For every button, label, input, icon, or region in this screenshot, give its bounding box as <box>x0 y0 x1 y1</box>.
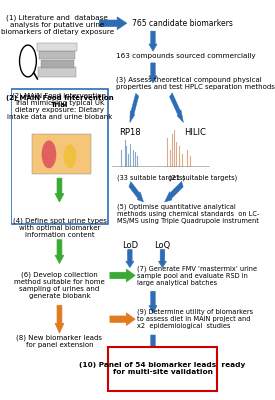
FancyBboxPatch shape <box>108 347 217 391</box>
Polygon shape <box>129 182 144 202</box>
Text: (9) Determine utility of biomarkers
to assess diet in MAIN project and
x2  epide: (9) Determine utility of biomarkers to a… <box>137 309 253 330</box>
Text: (21 suitable targets): (21 suitable targets) <box>169 175 237 182</box>
FancyBboxPatch shape <box>40 51 75 59</box>
Text: (7) Generate FMV ‘mastermix’ urine
sample pool and evaluate RSD in
large analyti: (7) Generate FMV ‘mastermix’ urine sampl… <box>137 265 257 286</box>
Text: HILIC: HILIC <box>185 128 207 137</box>
Circle shape <box>42 140 56 168</box>
Polygon shape <box>110 269 135 282</box>
Text: (5) Optimise quantitative analytical
methods using chemical standards  on LC-
MS: (5) Optimise quantitative analytical met… <box>117 204 260 224</box>
Polygon shape <box>158 250 166 268</box>
Polygon shape <box>149 335 157 357</box>
Text: (6) Develop collection
method suitable for home
sampling of urines and
generate : (6) Develop collection method suitable f… <box>14 272 105 299</box>
Text: 765 candidate biomarkers: 765 candidate biomarkers <box>132 19 233 28</box>
FancyBboxPatch shape <box>32 134 91 174</box>
Text: (33 suitable targets): (33 suitable targets) <box>117 175 185 182</box>
Text: (10) Panel of 54 biomarker leads  ready
for multi-site validation: (10) Panel of 54 biomarker leads ready f… <box>79 362 246 375</box>
Polygon shape <box>149 291 157 313</box>
FancyBboxPatch shape <box>37 44 77 51</box>
Text: 163 compounds sourced commercially: 163 compounds sourced commercially <box>116 53 256 59</box>
Polygon shape <box>55 240 64 264</box>
FancyBboxPatch shape <box>39 67 76 77</box>
Polygon shape <box>99 17 127 30</box>
Text: (1) Literature and  database
analysis for putative urine
biomarkers of dietary e: (1) Literature and database analysis for… <box>1 15 114 36</box>
FancyBboxPatch shape <box>11 89 108 224</box>
Text: (8) New biomarker leads
for panel extension: (8) New biomarker leads for panel extens… <box>16 334 103 348</box>
Text: LoD: LoD <box>122 241 138 250</box>
Text: LoQ: LoQ <box>154 241 170 250</box>
FancyBboxPatch shape <box>40 60 74 68</box>
Polygon shape <box>110 313 135 326</box>
Polygon shape <box>149 63 157 83</box>
Polygon shape <box>164 181 183 202</box>
Polygon shape <box>170 93 183 122</box>
Text: (3) Assess theoretical compound physical
properties and test HPLC separation met: (3) Assess theoretical compound physical… <box>116 76 275 90</box>
Text: (2) MAIN Food Intervention
Trial: (2) MAIN Food Intervention Trial <box>6 95 113 108</box>
Text: (4) Define spot urine types
with optimal biomarker
information content: (4) Define spot urine types with optimal… <box>13 218 106 238</box>
Polygon shape <box>55 305 64 333</box>
Polygon shape <box>149 31 157 51</box>
Circle shape <box>64 144 76 168</box>
Polygon shape <box>55 178 64 202</box>
Text: RP18: RP18 <box>119 128 141 137</box>
Polygon shape <box>126 250 134 268</box>
Text: (2) MAIN Food Intervention
Trial mimicking typical UK
dietary exposure: Dietary
: (2) MAIN Food Intervention Trial mimicki… <box>7 93 112 120</box>
Polygon shape <box>130 93 139 122</box>
